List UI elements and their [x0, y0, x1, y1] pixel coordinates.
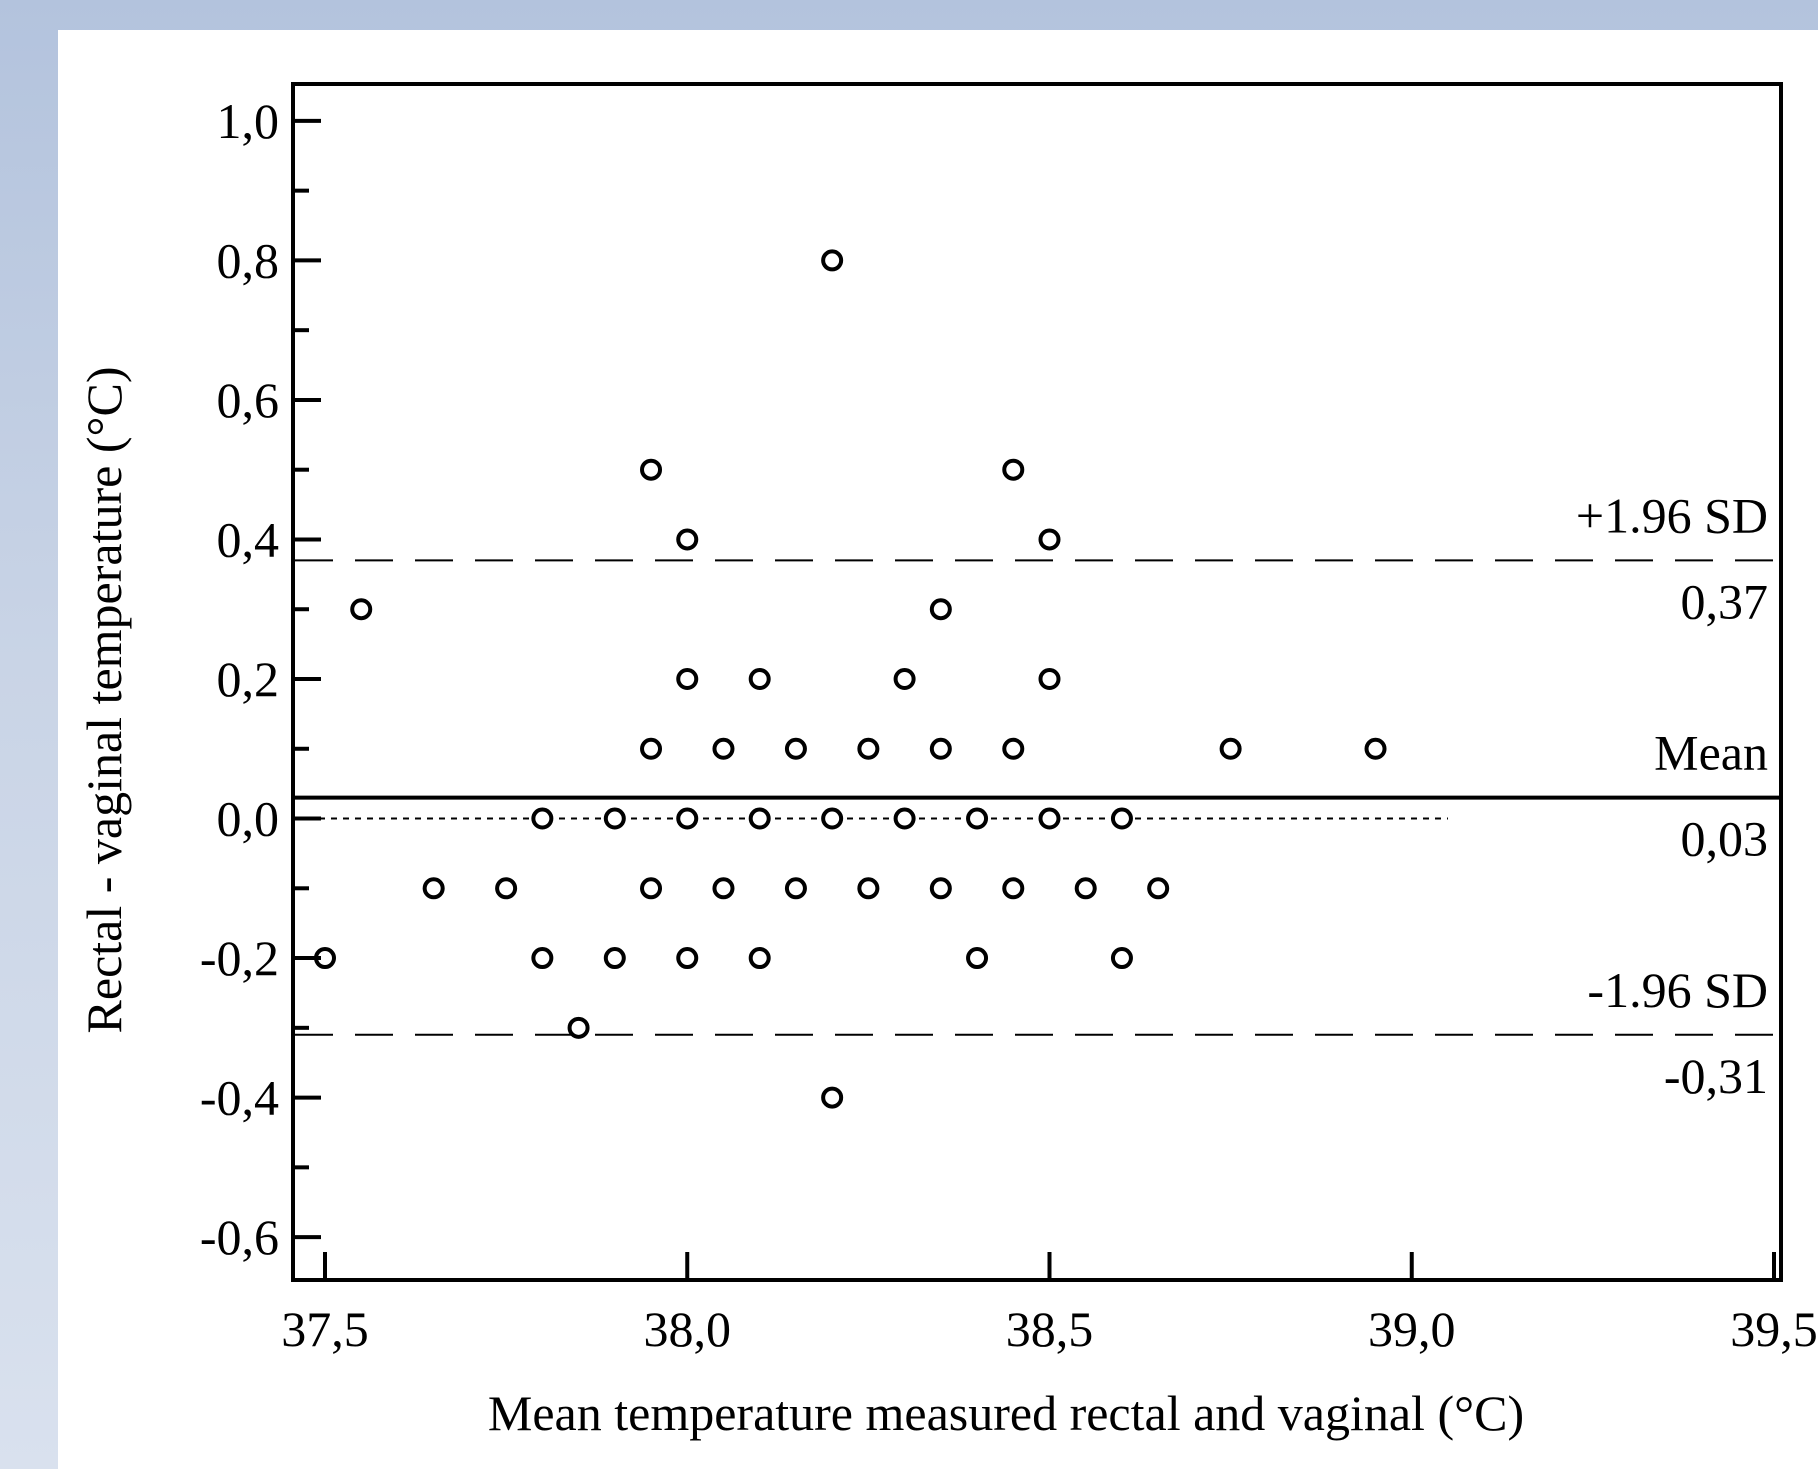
bland-altman-chart: 1,00,80,60,40,20,0-0,2-0,4-0,6 37,5 38,0 3… [76, 82, 1818, 1441]
data-point [640, 458, 663, 481]
reference-lines-layer [295, 559, 1779, 1036]
reference-line-labels: +1.96 SD 0,37 Mean 0,03 -1.96 SD -0,31 [1576, 487, 1768, 1103]
data-point [748, 668, 771, 690]
data-point [603, 807, 626, 830]
data-point [603, 947, 626, 970]
data-point [966, 947, 989, 970]
x-tick-label: 38,5 [1006, 1301, 1094, 1357]
data-point [1038, 668, 1061, 690]
data-point [350, 598, 373, 621]
data-point [531, 807, 554, 830]
data-point [676, 668, 699, 690]
data-point [784, 877, 807, 900]
reference-line-value: 0,37 [1681, 573, 1769, 629]
data-point [1038, 528, 1061, 551]
data-point [676, 947, 699, 970]
data-point [1038, 807, 1061, 830]
data-point [748, 947, 771, 970]
chart-panel: 1,0 0,8 0,6 0,4 0,2 0,0 -0,2 -0,4 -0,6 37,5 38,0 3… [58, 30, 1818, 1469]
data-point [1002, 877, 1025, 900]
data-point [422, 877, 445, 900]
data-point [929, 877, 952, 900]
y-tick-label: 0,2 [217, 651, 280, 707]
reference-line-value: 0,03 [1681, 811, 1769, 867]
y-tick-label: 0,0 [217, 791, 280, 847]
y-tick-label: -0,6 [200, 1209, 279, 1265]
data-point [712, 737, 735, 760]
data-point [821, 1086, 844, 1109]
data-point [857, 877, 880, 900]
x-axis-label: Mean temperature measured rectal and vag… [488, 1385, 1524, 1441]
data-point [531, 947, 554, 970]
data-point [821, 807, 844, 830]
data-point [893, 807, 916, 830]
y-tick-label: -0,4 [200, 1070, 279, 1126]
data-point [567, 1016, 590, 1039]
data-point [640, 877, 663, 900]
y-axis-label: Rectal - vaginal temperature (°C) [76, 367, 132, 1034]
data-point [676, 528, 699, 551]
data-point [1110, 947, 1133, 970]
data-point [1110, 807, 1133, 830]
y-axis: 1,0 0,8 0,6 0,4 0,2 0,0 -0,2 -0,4 -0,6 [200, 93, 321, 1265]
x-tick-label: 39,5 [1730, 1301, 1818, 1357]
y-tick-label: -0,2 [200, 930, 279, 986]
reference-line-value: -0,31 [1664, 1048, 1768, 1104]
data-point [893, 668, 916, 690]
data-point [966, 807, 989, 830]
data-point [1002, 737, 1025, 760]
x-tick-label: 38,0 [644, 1301, 732, 1357]
data-point [857, 737, 880, 760]
data-point [676, 807, 699, 830]
plot-frame [291, 82, 1783, 1282]
y-tick-label: 1,0 [217, 93, 280, 149]
data-point [821, 249, 844, 272]
data-point [748, 807, 771, 830]
x-axis: 37,5 38,0 38,5 39,0 39,5 [281, 1252, 1818, 1357]
data-point [929, 737, 952, 760]
y-tick-label: 0,8 [217, 232, 280, 288]
reference-line-label: Mean [1654, 725, 1768, 781]
data-point [1002, 458, 1025, 481]
data-point [640, 737, 663, 760]
x-tick-label: 37,5 [281, 1301, 369, 1357]
data-point [1219, 737, 1242, 760]
data-point [1147, 877, 1170, 900]
points-layer [314, 249, 1387, 1109]
x-tick-label: 39,0 [1368, 1301, 1456, 1357]
reference-line-label: +1.96 SD [1576, 487, 1768, 543]
y-tick-label: 0,4 [217, 511, 280, 567]
data-point [1364, 737, 1387, 760]
data-point [495, 877, 518, 900]
reference-line-label: -1.96 SD [1587, 962, 1768, 1018]
y-tick-label: 0,6 [217, 372, 280, 428]
data-point [784, 737, 807, 760]
data-point [1074, 877, 1097, 900]
data-point [929, 598, 952, 621]
data-point [712, 877, 735, 900]
